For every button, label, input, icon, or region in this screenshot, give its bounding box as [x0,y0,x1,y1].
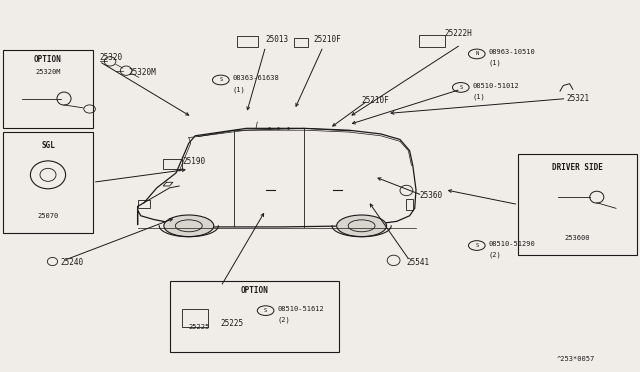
Text: N: N [475,51,479,57]
Text: 08510-51012: 08510-51012 [472,83,519,89]
Text: DRIVER SIDE: DRIVER SIDE [552,163,603,172]
Bar [182,309,208,327]
Text: OPTION: OPTION [241,286,268,295]
Text: 25225: 25225 [221,319,244,328]
Bar [138,200,150,208]
Bar [163,159,182,169]
Text: (1): (1) [472,93,485,100]
Text: (1): (1) [488,60,501,67]
Text: 25222H: 25222H [445,29,472,38]
Text: S: S [219,77,223,83]
Text: 08510-51612: 08510-51612 [277,306,324,312]
Text: (2): (2) [488,251,501,258]
Text: 25190: 25190 [182,157,205,166]
Bar [518,154,637,255]
Text: OPTION: OPTION [34,55,62,64]
Text: 25360: 25360 [419,191,442,200]
Bar [406,199,413,210]
Text: 25541: 25541 [406,258,429,267]
Text: 25070: 25070 [37,213,59,219]
Text: 25320M: 25320M [128,68,156,77]
Text: 25240: 25240 [61,258,84,267]
Text: 08963-10510: 08963-10510 [488,49,535,55]
Bar [3,50,93,128]
Bar [419,35,445,46]
Bar [170,281,339,352]
Text: ^253*0057: ^253*0057 [557,356,595,362]
Text: S: S [475,243,479,248]
Text: 25013: 25013 [266,35,289,44]
Text: 25210F: 25210F [314,35,341,44]
Ellipse shape [337,215,387,237]
Text: 25320: 25320 [99,53,122,62]
Ellipse shape [164,215,214,237]
Text: 253600: 253600 [565,235,590,241]
Text: 08510-51290: 08510-51290 [488,241,535,247]
Text: 25225: 25225 [189,324,210,330]
Text: 25210F: 25210F [362,96,389,105]
Text: 08363-61638: 08363-61638 [232,75,279,81]
Bar [3,132,93,232]
Text: S: S [459,85,463,90]
Text: (1): (1) [232,86,245,93]
Bar [237,36,258,46]
Text: SGL: SGL [41,141,55,150]
Text: (2): (2) [277,317,290,323]
Text: 25320M: 25320M [35,69,61,75]
Bar [294,38,308,46]
Text: S: S [264,308,268,313]
Text: 25321: 25321 [566,94,589,103]
